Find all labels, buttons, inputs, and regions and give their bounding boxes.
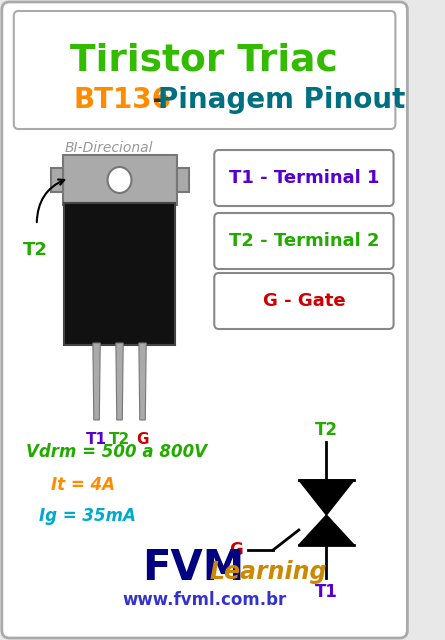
Text: BI-Direcional: BI-Direcional — [64, 141, 153, 155]
Text: G - Gate: G - Gate — [263, 292, 345, 310]
Polygon shape — [139, 343, 146, 420]
Text: T1: T1 — [315, 583, 338, 601]
Text: T2: T2 — [23, 241, 47, 259]
Text: Vdrm = 500 a 800V: Vdrm = 500 a 800V — [26, 443, 207, 461]
Text: Tiristor Triac: Tiristor Triac — [70, 42, 338, 78]
Text: Learning: Learning — [210, 560, 327, 584]
Text: G: G — [230, 541, 243, 559]
Polygon shape — [65, 203, 175, 345]
Polygon shape — [51, 168, 63, 192]
Text: Ig = 35mA: Ig = 35mA — [39, 507, 135, 525]
Text: T1: T1 — [86, 432, 107, 447]
Text: T1 - Terminal 1: T1 - Terminal 1 — [229, 169, 379, 187]
Polygon shape — [116, 343, 123, 420]
FancyBboxPatch shape — [214, 213, 393, 269]
Text: BT136: BT136 — [73, 86, 172, 114]
FancyBboxPatch shape — [14, 11, 396, 129]
FancyBboxPatch shape — [214, 273, 393, 329]
Text: T2: T2 — [315, 421, 338, 439]
Polygon shape — [93, 343, 100, 420]
Text: Pinagem Pinout: Pinagem Pinout — [158, 86, 405, 114]
Polygon shape — [299, 480, 354, 515]
Text: It = 4A: It = 4A — [51, 476, 114, 494]
Text: T2 - Terminal 2: T2 - Terminal 2 — [229, 232, 379, 250]
Polygon shape — [299, 515, 354, 545]
Text: www.fvml.com.br: www.fvml.com.br — [122, 591, 286, 609]
Text: T2: T2 — [109, 432, 130, 447]
Polygon shape — [63, 155, 177, 205]
Text: -: - — [142, 86, 173, 114]
FancyBboxPatch shape — [214, 150, 393, 206]
FancyBboxPatch shape — [2, 2, 407, 638]
Text: FVM: FVM — [142, 547, 245, 589]
Circle shape — [108, 167, 131, 193]
Polygon shape — [177, 168, 189, 192]
Text: G: G — [136, 432, 149, 447]
